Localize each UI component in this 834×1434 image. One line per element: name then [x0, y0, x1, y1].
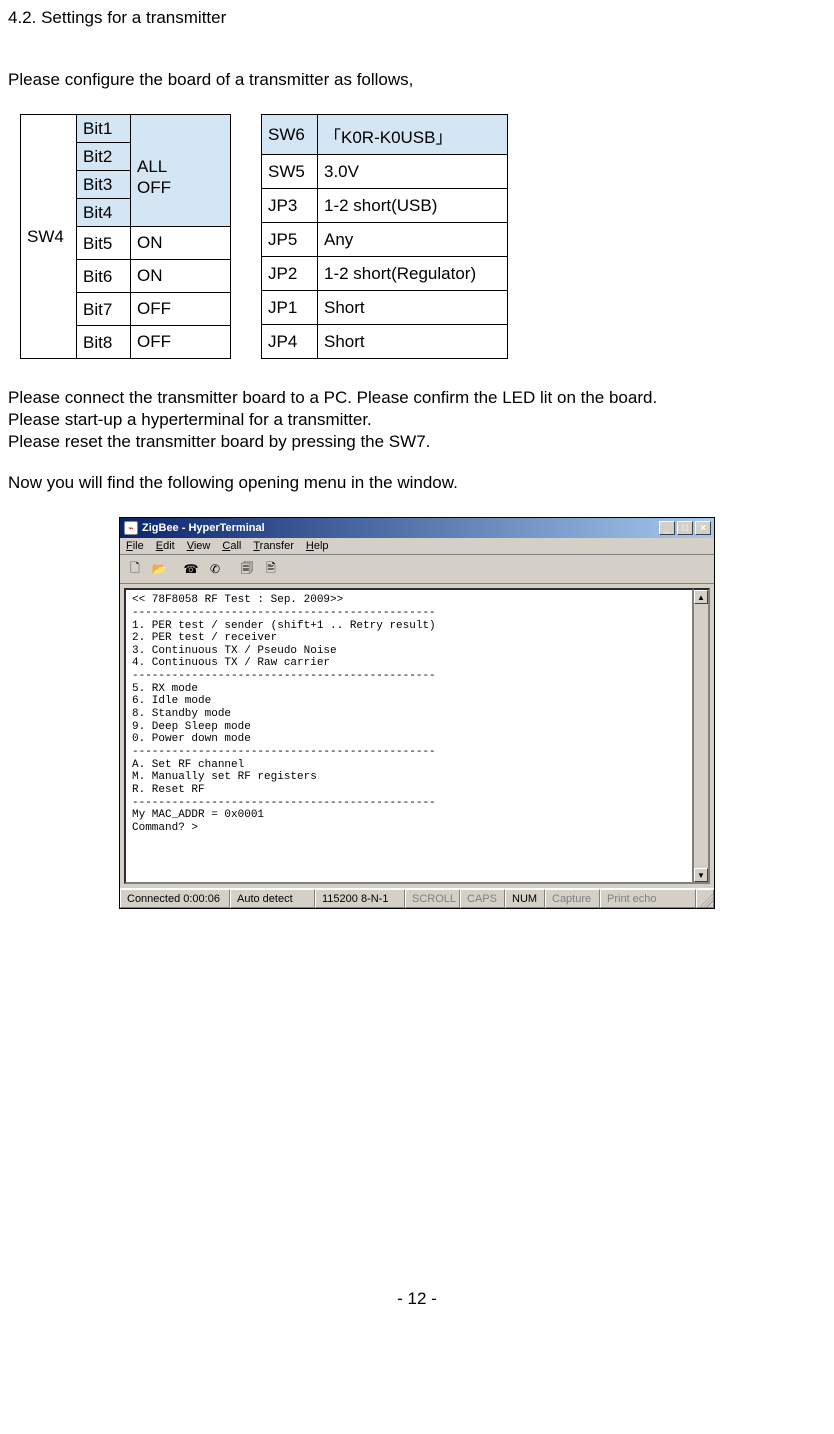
status-scroll: SCROLL: [405, 889, 460, 908]
window-titlebar[interactable]: ⌁ ZigBee - HyperTerminal _ □ ×: [120, 518, 714, 538]
tb-send-icon[interactable]: 🗐: [236, 558, 258, 580]
menu-help[interactable]: Help: [306, 540, 329, 552]
bit-cell: Bit6: [77, 260, 131, 293]
jkey: SW5: [262, 155, 318, 189]
scroll-down-icon[interactable]: ▼: [694, 868, 708, 882]
val-cell: OFF: [131, 326, 231, 359]
jval: Short: [318, 324, 508, 358]
alloff-line1: ALL: [137, 157, 167, 176]
tb-connect-icon[interactable]: ☎: [180, 558, 202, 580]
jkey: JP5: [262, 223, 318, 257]
menubar: File Edit View Call Transfer Help: [120, 538, 714, 555]
tb-open-icon[interactable]: 📂: [148, 558, 170, 580]
alloff-line2: OFF: [137, 178, 171, 197]
status-caps: CAPS: [460, 889, 505, 908]
jval: Any: [318, 223, 508, 257]
menu-view[interactable]: View: [187, 540, 211, 552]
scroll-up-icon[interactable]: ▲: [694, 590, 708, 604]
status-echo: Print echo: [600, 889, 696, 908]
status-num: NUM: [505, 889, 545, 908]
status-capture: Capture: [545, 889, 600, 908]
alloff-cell: ALL OFF: [131, 115, 231, 227]
menu-edit[interactable]: Edit: [156, 540, 175, 552]
bit-cell: Bit2: [77, 143, 131, 171]
toolbar: 🗋 📂 ☎ ✆ 🗐 🖹: [120, 555, 714, 584]
app-icon: ⌁: [124, 521, 138, 535]
para-line: Please reset the transmitter board by pr…: [8, 431, 826, 453]
bit-cell: Bit7: [77, 293, 131, 326]
status-detect: Auto detect: [230, 889, 315, 908]
hyperterminal-window: ⌁ ZigBee - HyperTerminal _ □ × File Edit…: [119, 517, 715, 909]
status-connected: Connected 0:00:06: [120, 889, 230, 908]
bit-cell: Bit1: [77, 115, 131, 143]
maximize-button[interactable]: □: [677, 521, 693, 535]
section-heading: 4.2. Settings for a transmitter: [8, 8, 826, 28]
vertical-scrollbar[interactable]: ▲ ▼: [694, 588, 710, 884]
terminal-output[interactable]: << 78F8058 RF Test : Sep. 2009>> -------…: [124, 588, 694, 884]
jkey: JP3: [262, 189, 318, 223]
statusbar: Connected 0:00:06 Auto detect 115200 8-N…: [120, 888, 714, 908]
menu-file[interactable]: File: [126, 540, 144, 552]
status-line: 115200 8-N-1: [315, 889, 405, 908]
jkey: JP2: [262, 257, 318, 291]
bit-cell: Bit3: [77, 171, 131, 199]
jkey: JP1: [262, 290, 318, 324]
tb-disconnect-icon[interactable]: ✆: [204, 558, 226, 580]
jval: 「K0R-K0USB」: [318, 115, 508, 155]
jval: 1-2 short(USB): [318, 189, 508, 223]
para-line: Please start-up a hyperterminal for a tr…: [8, 409, 826, 431]
jval: 3.0V: [318, 155, 508, 189]
minimize-button[interactable]: _: [659, 521, 675, 535]
sw4-label: SW4: [21, 115, 77, 359]
bit-cell: Bit4: [77, 199, 131, 227]
menu-call[interactable]: Call: [222, 540, 241, 552]
settings-tables: SW4 Bit1 ALL OFF Bit2 Bit3 Bit4 Bit5ON B…: [20, 114, 826, 359]
close-button[interactable]: ×: [695, 521, 711, 535]
tb-new-icon[interactable]: 🗋: [124, 558, 146, 580]
tb-properties-icon[interactable]: 🖹: [260, 558, 282, 580]
bit-cell: Bit8: [77, 326, 131, 359]
instruction-paragraph: Please connect the transmitter board to …: [8, 387, 826, 453]
intro-text: Please configure the board of a transmit…: [8, 70, 826, 90]
jkey: SW6: [262, 115, 318, 155]
menu-transfer[interactable]: Transfer: [253, 540, 294, 552]
val-cell: OFF: [131, 293, 231, 326]
then-line: Now you will find the following opening …: [8, 473, 826, 493]
val-cell: ON: [131, 227, 231, 260]
val-cell: ON: [131, 260, 231, 293]
jval: Short: [318, 290, 508, 324]
sw4-table: SW4 Bit1 ALL OFF Bit2 Bit3 Bit4 Bit5ON B…: [20, 114, 231, 359]
jval: 1-2 short(Regulator): [318, 257, 508, 291]
para-line: Please connect the transmitter board to …: [8, 387, 826, 409]
jkey: JP4: [262, 324, 318, 358]
window-title: ZigBee - HyperTerminal: [142, 522, 265, 534]
resize-grip-icon[interactable]: [696, 889, 714, 908]
page-number: - 12 -: [8, 1289, 826, 1329]
jumpers-table: SW6「K0R-K0USB」 SW53.0V JP31-2 short(USB)…: [261, 114, 508, 359]
bit-cell: Bit5: [77, 227, 131, 260]
